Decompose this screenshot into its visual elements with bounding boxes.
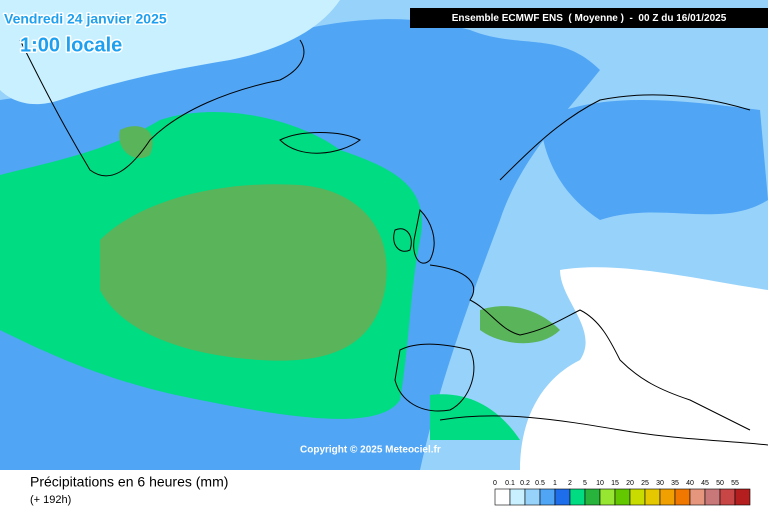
legend-swatch <box>674 488 691 506</box>
legend-label: 0.1 <box>505 480 515 487</box>
legend-swatch <box>539 488 556 506</box>
legend-label: 2 <box>568 480 572 487</box>
legend-swatch <box>734 488 751 506</box>
legend-swatch <box>584 488 601 506</box>
legend-swatch <box>494 488 511 506</box>
map-field <box>0 0 768 471</box>
coastlines <box>19 39 768 446</box>
legend-label: 30 <box>656 480 664 487</box>
legend-label: 50 <box>716 480 724 487</box>
legend-swatch <box>614 488 631 506</box>
legend-swatch <box>689 488 706 506</box>
legend-swatch <box>704 488 721 506</box>
legend: 0 0.1 0.2 0.5 1 2 5 10 15 20 25 30 35 40 45 50 55 <box>493 480 751 506</box>
legend-label: 40 <box>686 480 694 487</box>
legend-swatch <box>629 488 646 506</box>
legend-label: 45 <box>701 480 709 487</box>
legend-swatch <box>569 488 586 506</box>
footer-lead: (+ 192h) <box>30 494 71 506</box>
legend-swatch <box>554 488 571 506</box>
copyright: Copyright © 2025 Meteociel.fr <box>300 445 441 456</box>
date: Vendredi 24 janvier 2025 <box>4 11 167 27</box>
legend-label: 10 <box>596 480 604 487</box>
legend-label: 0.2 <box>520 480 530 487</box>
legend-label: 25 <box>641 480 649 487</box>
legend-swatch <box>719 488 736 506</box>
legend-label: 55 <box>731 480 739 487</box>
legend-swatch <box>644 488 661 506</box>
legend-label: 0 <box>493 480 497 487</box>
legend-label: 5 <box>583 480 587 487</box>
legend-swatch <box>509 488 526 506</box>
legend-label: 1 <box>553 480 557 487</box>
model-box <box>410 8 768 28</box>
legend-label: 0.5 <box>535 480 545 487</box>
footer-title: Précipitations en 6 heures (mm) <box>30 474 228 490</box>
model: Ensemble ECMWF ENS ( Moyenne ) - 00 Z du… <box>452 13 727 24</box>
legend-label: 20 <box>626 480 634 487</box>
legend-swatch <box>524 488 541 506</box>
legend-label: 15 <box>611 480 619 487</box>
legend-label: 35 <box>671 480 679 487</box>
time: 1:00 locale <box>20 34 122 56</box>
legend-swatch <box>599 488 616 506</box>
legend-swatch <box>659 488 676 506</box>
